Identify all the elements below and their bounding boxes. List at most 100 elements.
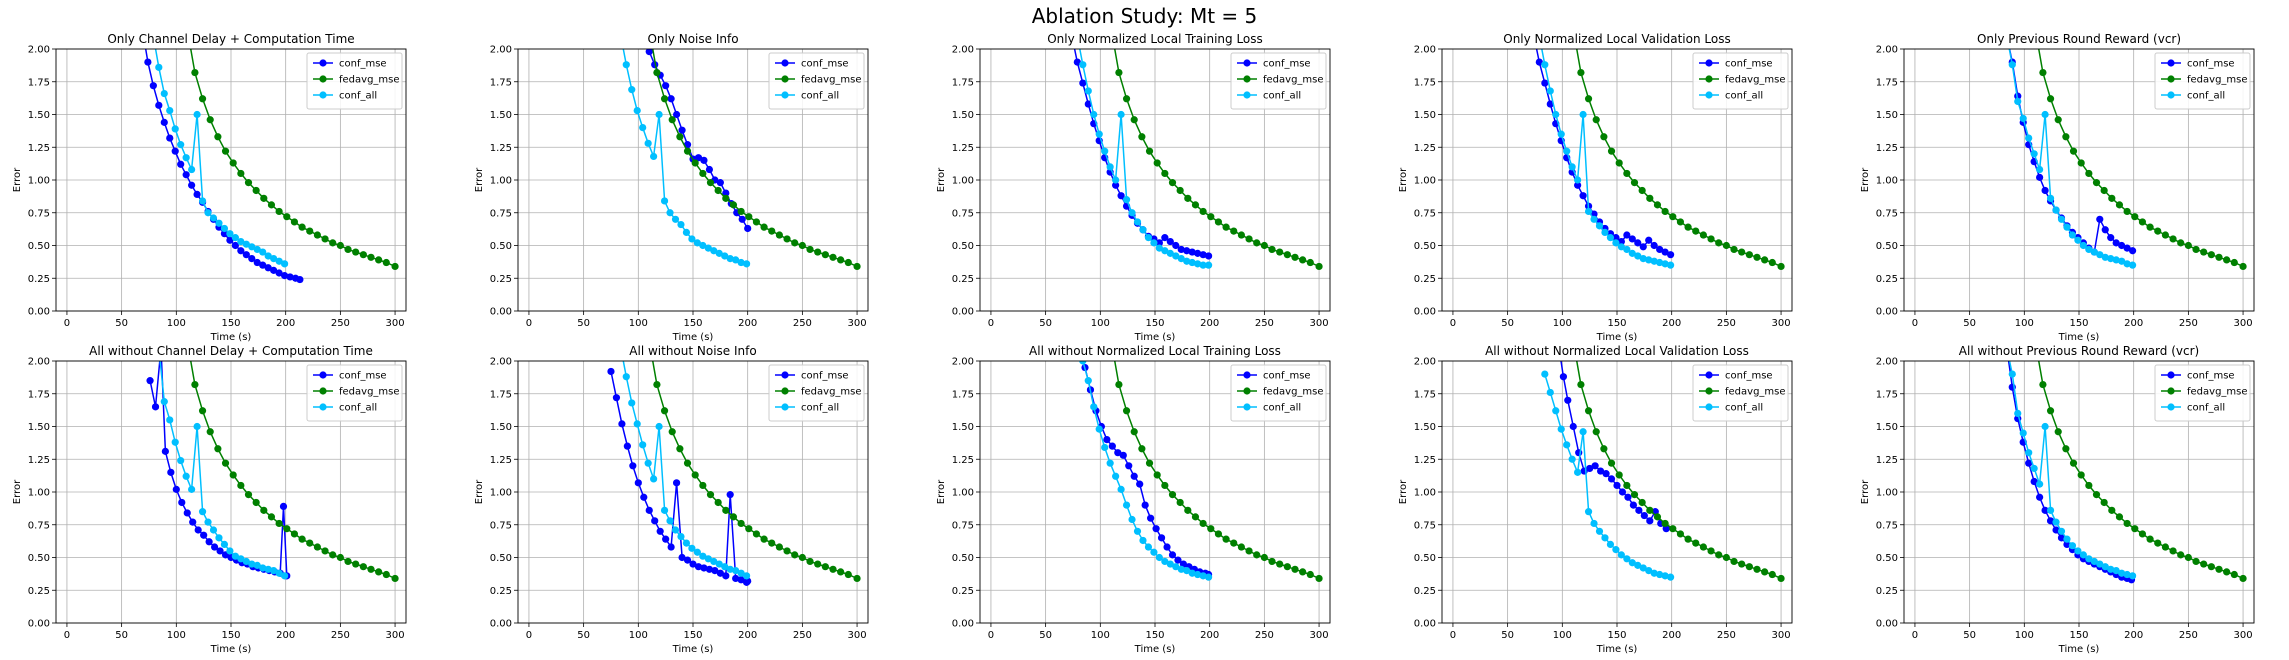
legend-label-conf_all: conf_all: [2187, 403, 2225, 414]
data-point-conf_all: [1194, 260, 1202, 268]
data-point-conf_all: [1666, 261, 1675, 269]
data-point-fedavg_mse: [853, 574, 861, 583]
data-point-fedavg_mse: [2085, 481, 2093, 490]
data-point-fedavg_mse: [2100, 498, 2108, 507]
legend-label-fedavg_mse: fedavg_mse: [339, 387, 400, 398]
data-point-conf_all: [1172, 252, 1180, 260]
data-point-fedavg_mse: [214, 133, 222, 141]
data-point-conf_all: [688, 544, 696, 552]
data-point-conf_all: [215, 534, 223, 542]
y-tick-label: 1.25: [1876, 143, 1898, 154]
legend: conf_mse fedavg_mse conf_all: [1692, 364, 1789, 422]
subplot-9: 0 50 100 150 200 250 300 0.00 0.25 0.50 0.75 1.00 1.…: [1398, 344, 1793, 655]
data-point-conf_mse: [716, 569, 724, 577]
data-point-conf_all: [1546, 87, 1554, 95]
data-point-conf_mse: [1117, 192, 1125, 200]
series-line-fedavg_mse: [189, 49, 396, 268]
data-point-conf_all: [1112, 176, 1120, 184]
x-tick-label: 100: [1553, 630, 1572, 641]
data-point-conf_mse: [2036, 173, 2044, 181]
data-point-fedavg_mse: [2131, 525, 2139, 533]
x-axis-label: Time (s): [672, 332, 714, 343]
data-point-conf_mse: [726, 491, 734, 499]
legend-marker-conf_mse: [1243, 59, 1251, 67]
x-tick-label: 0: [1450, 630, 1456, 641]
data-point-fedavg_mse: [1115, 68, 1123, 77]
y-tick-label: 0.50: [1414, 553, 1436, 564]
legend-label-conf_all: conf_all: [1263, 91, 1301, 102]
y-axis-label: Error: [474, 479, 485, 504]
data-point-conf_all: [264, 565, 272, 573]
data-point-fedavg_mse: [1615, 471, 1623, 479]
data-point-fedavg_mse: [290, 218, 299, 226]
data-point-conf_all: [1639, 255, 1647, 263]
legend-marker-conf_all: [781, 403, 789, 411]
data-point-conf_mse: [1166, 237, 1174, 246]
data-point-conf_mse: [1136, 480, 1144, 488]
data-point-conf_mse: [248, 255, 256, 263]
data-point-conf_mse: [2063, 540, 2071, 549]
data-point-fedavg_mse: [653, 380, 661, 389]
data-point-conf_all: [699, 241, 707, 250]
data-point-conf_mse: [2096, 215, 2104, 223]
data-point-conf_all: [2079, 241, 2087, 250]
data-point-fedavg_mse: [206, 428, 214, 436]
subplot-3: 0 50 100 150 200 250 300 0.00 0.25 0.50 0.75 1.00 1.…: [936, 32, 1331, 343]
data-point-conf_mse: [672, 479, 681, 487]
data-point-conf_all: [1150, 548, 1158, 556]
legend-label-conf_mse: conf_mse: [801, 371, 849, 382]
y-tick-label: 1.75: [952, 389, 974, 400]
data-point-conf_all: [655, 110, 663, 119]
legend-marker-conf_all: [1243, 403, 1251, 411]
x-tick-label: 150: [221, 318, 240, 329]
data-point-conf_all: [182, 154, 190, 162]
data-point-fedavg_mse: [1753, 253, 1761, 261]
data-point-fedavg_mse: [1122, 407, 1131, 415]
data-point-fedavg_mse: [2200, 560, 2208, 568]
data-point-fedavg_mse: [1777, 262, 1785, 271]
y-tick-label: 0.75: [28, 520, 50, 531]
data-point-fedavg_mse: [267, 201, 276, 209]
data-point-fedavg_mse: [2207, 563, 2215, 571]
data-point-conf_all: [1563, 441, 1571, 449]
x-tick-label: 50: [577, 630, 590, 641]
data-point-conf_mse: [1079, 79, 1087, 87]
data-point-fedavg_mse: [1607, 147, 1616, 155]
legend-label-fedavg_mse: fedavg_mse: [1725, 75, 1786, 86]
data-point-fedavg_mse: [2138, 530, 2147, 538]
data-point-conf_all: [1172, 563, 1180, 571]
data-point-conf_all: [177, 141, 185, 149]
data-point-conf_all: [742, 572, 751, 580]
data-point-conf_mse: [678, 126, 686, 134]
data-point-fedavg_mse: [683, 147, 692, 155]
data-point-conf_mse: [1569, 422, 1577, 431]
data-point-fedavg_mse: [729, 201, 738, 209]
data-point-conf_all: [1634, 561, 1642, 569]
legend-marker-fedavg_mse: [1243, 75, 1251, 83]
data-point-conf_all: [732, 256, 740, 264]
data-point-conf_mse: [683, 556, 692, 564]
data-point-conf_all: [1161, 247, 1169, 255]
data-point-conf_all: [2096, 560, 2104, 568]
data-point-conf_mse: [226, 236, 234, 244]
data-point-fedavg_mse: [221, 147, 230, 155]
data-point-conf_all: [617, 344, 624, 351]
data-point-fedavg_mse: [1584, 407, 1593, 415]
x-tick-label: 250: [793, 318, 812, 329]
data-point-fedavg_mse: [1230, 227, 1238, 235]
data-point-conf_mse: [694, 563, 703, 571]
data-point-fedavg_mse: [2046, 407, 2055, 415]
x-tick-label: 150: [1607, 318, 1626, 329]
data-point-conf_all: [1650, 569, 1658, 577]
data-point-fedavg_mse: [2223, 256, 2231, 264]
data-point-conf_all: [633, 420, 641, 428]
data-point-fedavg_mse: [1638, 498, 1646, 507]
data-point-fedavg_mse: [1291, 253, 1299, 261]
x-tick-label: 50: [115, 318, 128, 329]
data-point-conf_all: [1601, 228, 1609, 236]
data-point-fedavg_mse: [1684, 223, 1692, 231]
data-point-conf_all: [715, 249, 723, 257]
data-point-conf_all: [1101, 443, 1109, 452]
x-tick-label: 100: [167, 630, 186, 641]
data-point-conf_all: [737, 569, 745, 577]
